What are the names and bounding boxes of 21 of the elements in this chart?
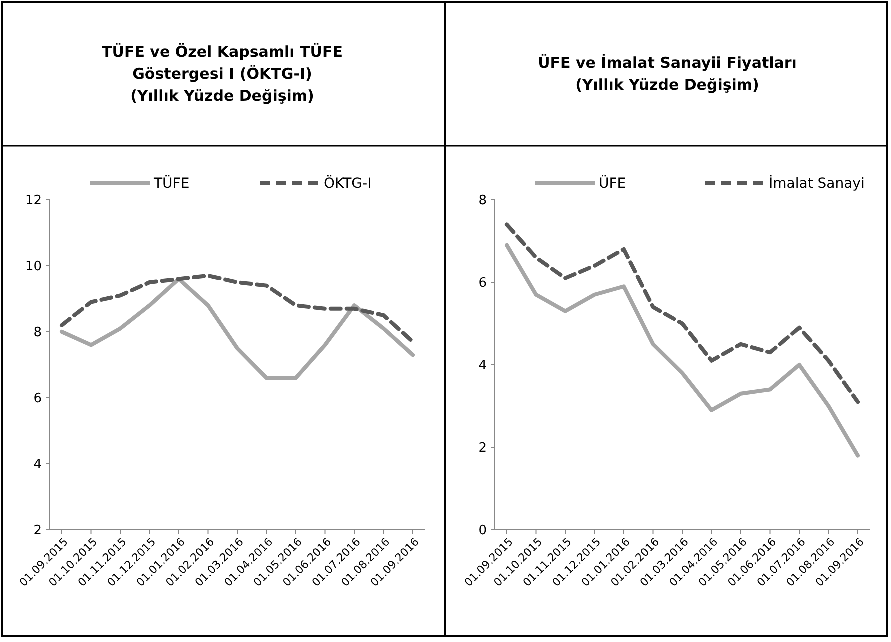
y-tick-label: 2 xyxy=(34,524,42,539)
legend-label: TÜFE xyxy=(153,174,190,192)
legend-label: ÖKTG-I xyxy=(324,174,372,192)
y-tick-label: 2 xyxy=(478,441,487,456)
line-series xyxy=(505,243,860,458)
y-tick-label: 10 xyxy=(25,260,42,275)
chart-title: TÜFE ve Özel Kapsamlı TÜFE Göstergesi I (ÖKTG-I) (Yıllık Yüzde Değişim) xyxy=(102,43,343,105)
legend-label: İmalat Sanayi xyxy=(769,174,865,192)
y-tick-label: 4 xyxy=(34,458,42,473)
y-tick-label: 6 xyxy=(34,392,42,407)
y-tick-label: 8 xyxy=(34,326,42,341)
legend-label: ÜFE xyxy=(599,174,626,192)
chart-title: ÜFE ve İmalat Sanayii Fiyatları (Yıllık Yüzde Değişim) xyxy=(538,54,797,94)
line-series xyxy=(60,274,415,344)
line-series xyxy=(505,222,860,404)
y-tick-label: 0 xyxy=(478,524,487,539)
y-tick-label: 12 xyxy=(25,194,42,209)
y-tick-label: 4 xyxy=(478,358,487,374)
y-tick-label: 6 xyxy=(478,276,487,292)
line-series xyxy=(60,277,415,380)
y-tick-label: 8 xyxy=(478,194,487,209)
